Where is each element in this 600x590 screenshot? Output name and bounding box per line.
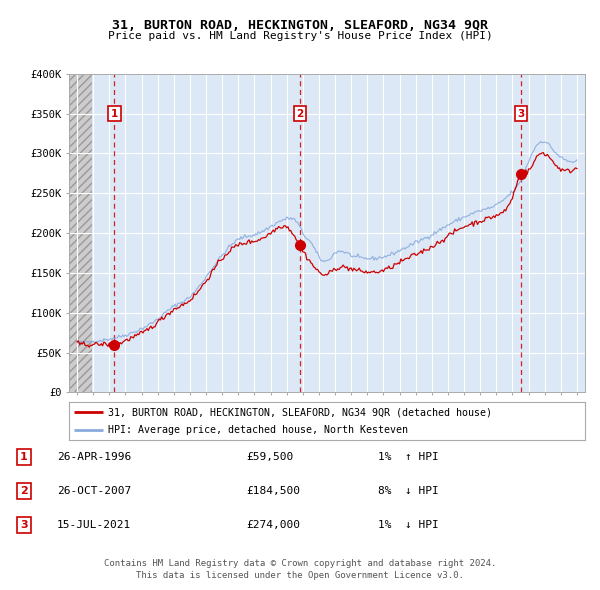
Text: 1: 1 [20, 453, 28, 462]
Text: This data is licensed under the Open Government Licence v3.0.: This data is licensed under the Open Gov… [136, 571, 464, 580]
Text: 2: 2 [20, 486, 28, 496]
Text: 31, BURTON ROAD, HECKINGTON, SLEAFORD, NG34 9QR (detached house): 31, BURTON ROAD, HECKINGTON, SLEAFORD, N… [108, 408, 492, 417]
Text: 3: 3 [20, 520, 28, 530]
Text: 2: 2 [296, 109, 304, 119]
Text: 26-OCT-2007: 26-OCT-2007 [57, 486, 131, 496]
Text: 31, BURTON ROAD, HECKINGTON, SLEAFORD, NG34 9QR: 31, BURTON ROAD, HECKINGTON, SLEAFORD, N… [112, 19, 488, 32]
Text: £184,500: £184,500 [246, 486, 300, 496]
Text: Price paid vs. HM Land Registry's House Price Index (HPI): Price paid vs. HM Land Registry's House … [107, 31, 493, 41]
Text: 15-JUL-2021: 15-JUL-2021 [57, 520, 131, 530]
Text: £59,500: £59,500 [246, 453, 293, 462]
Text: 1: 1 [111, 109, 118, 119]
Text: 8%  ↓ HPI: 8% ↓ HPI [378, 486, 439, 496]
Text: 1%  ↓ HPI: 1% ↓ HPI [378, 520, 439, 530]
Text: 1%  ↑ HPI: 1% ↑ HPI [378, 453, 439, 462]
Text: HPI: Average price, detached house, North Kesteven: HPI: Average price, detached house, Nort… [108, 425, 408, 434]
Text: £274,000: £274,000 [246, 520, 300, 530]
Text: 3: 3 [518, 109, 525, 119]
Text: 26-APR-1996: 26-APR-1996 [57, 453, 131, 462]
Bar [69, 74, 92, 392]
Text: Contains HM Land Registry data © Crown copyright and database right 2024.: Contains HM Land Registry data © Crown c… [104, 559, 496, 568]
